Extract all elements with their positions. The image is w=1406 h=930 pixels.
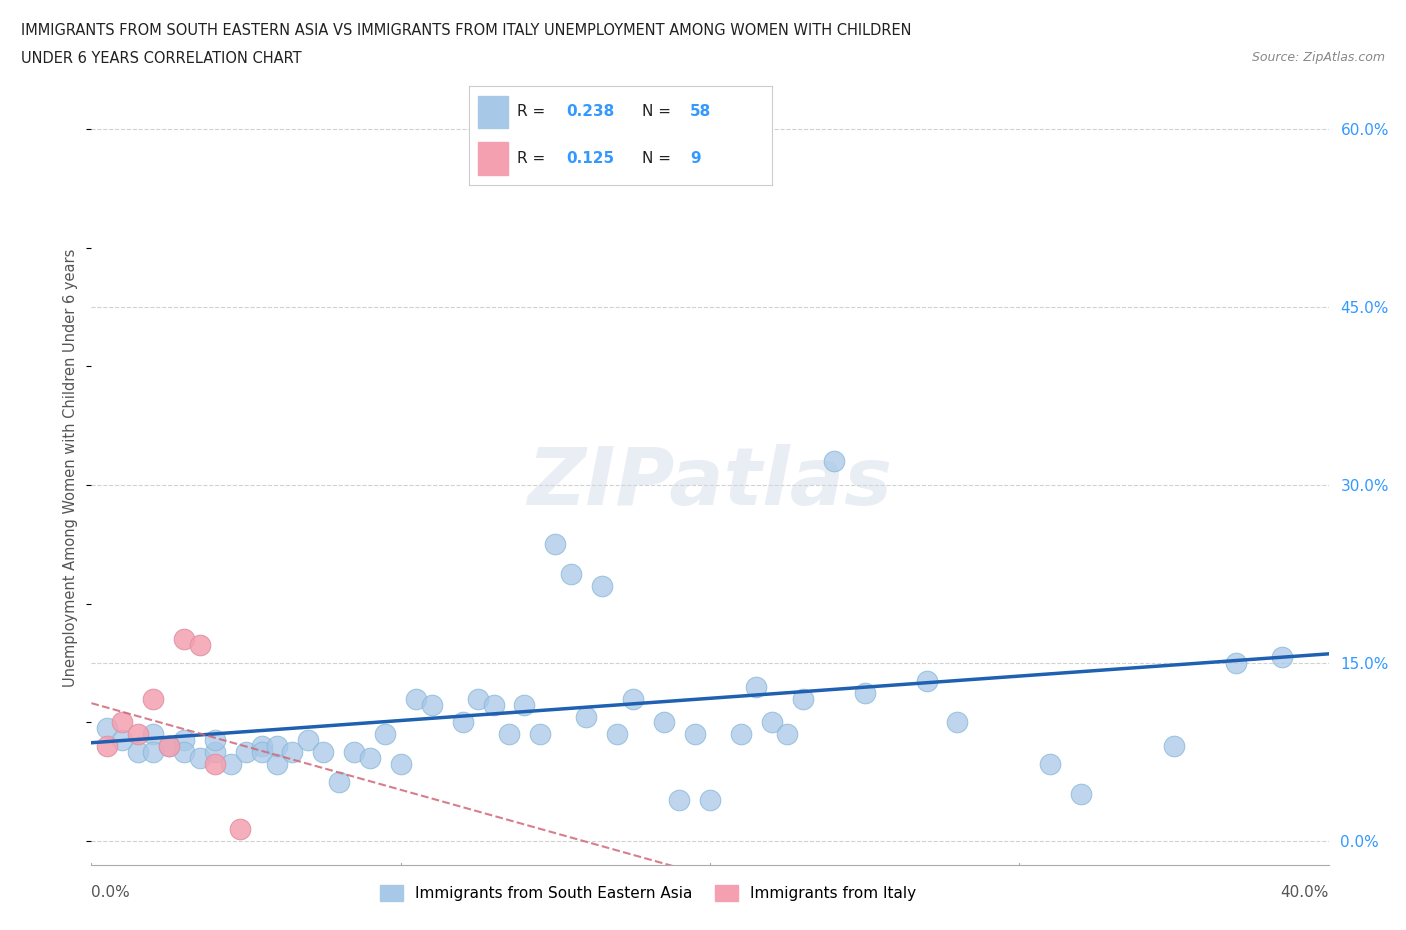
Point	[204, 745, 226, 760]
Point	[96, 738, 118, 753]
Point	[127, 727, 149, 742]
Point	[1225, 656, 1247, 671]
Point	[96, 721, 118, 736]
Point	[946, 715, 969, 730]
Point	[621, 691, 644, 706]
Point	[188, 751, 211, 765]
Point	[389, 757, 412, 772]
Point	[575, 709, 598, 724]
Point	[111, 715, 134, 730]
Point	[683, 727, 706, 742]
Point	[157, 738, 180, 753]
Point	[1039, 757, 1062, 772]
Point	[745, 680, 768, 695]
Point	[229, 822, 252, 837]
Text: 0.0%: 0.0%	[91, 884, 131, 900]
Point	[111, 733, 134, 748]
Point	[343, 745, 366, 760]
Point	[204, 757, 226, 772]
Point	[297, 733, 319, 748]
Point	[560, 566, 582, 581]
Point	[312, 745, 335, 760]
Point	[157, 738, 180, 753]
Point	[792, 691, 814, 706]
Point	[529, 727, 551, 742]
Point	[823, 454, 845, 469]
Point	[915, 673, 938, 688]
Point	[761, 715, 783, 730]
Text: ZIPatlas: ZIPatlas	[527, 445, 893, 523]
Point	[281, 745, 304, 760]
Point	[266, 738, 288, 753]
Point	[591, 578, 613, 593]
Point	[652, 715, 675, 730]
Point	[173, 632, 195, 647]
Legend: Immigrants from South Eastern Asia, Immigrants from Italy: Immigrants from South Eastern Asia, Immi…	[380, 885, 917, 901]
Point	[606, 727, 628, 742]
Y-axis label: Unemployment Among Women with Children Under 6 years: Unemployment Among Women with Children U…	[63, 248, 79, 686]
Point	[853, 685, 876, 700]
Point	[374, 727, 396, 742]
Point	[204, 733, 226, 748]
Point	[188, 638, 211, 653]
Point	[668, 792, 690, 807]
Point	[405, 691, 427, 706]
Text: UNDER 6 YEARS CORRELATION CHART: UNDER 6 YEARS CORRELATION CHART	[21, 51, 302, 66]
Point	[173, 733, 195, 748]
Point	[420, 698, 443, 712]
Point	[451, 715, 474, 730]
Text: Source: ZipAtlas.com: Source: ZipAtlas.com	[1251, 51, 1385, 64]
Point	[513, 698, 536, 712]
Point	[467, 691, 489, 706]
Point	[544, 537, 567, 551]
Point	[498, 727, 520, 742]
Point	[250, 745, 273, 760]
Point	[730, 727, 752, 742]
Point	[235, 745, 257, 760]
Point	[776, 727, 799, 742]
Point	[142, 745, 165, 760]
Point	[1070, 786, 1092, 801]
Point	[637, 152, 659, 166]
Point	[219, 757, 242, 772]
Point	[1271, 650, 1294, 665]
Point	[142, 691, 165, 706]
Point	[142, 727, 165, 742]
Point	[173, 745, 195, 760]
Text: 40.0%: 40.0%	[1281, 884, 1329, 900]
Point	[328, 775, 350, 790]
Text: IMMIGRANTS FROM SOUTH EASTERN ASIA VS IMMIGRANTS FROM ITALY UNEMPLOYMENT AMONG W: IMMIGRANTS FROM SOUTH EASTERN ASIA VS IM…	[21, 23, 911, 38]
Point	[359, 751, 381, 765]
Point	[127, 745, 149, 760]
Point	[699, 792, 721, 807]
Point	[266, 757, 288, 772]
Point	[1163, 738, 1185, 753]
Point	[482, 698, 505, 712]
Point	[250, 738, 273, 753]
